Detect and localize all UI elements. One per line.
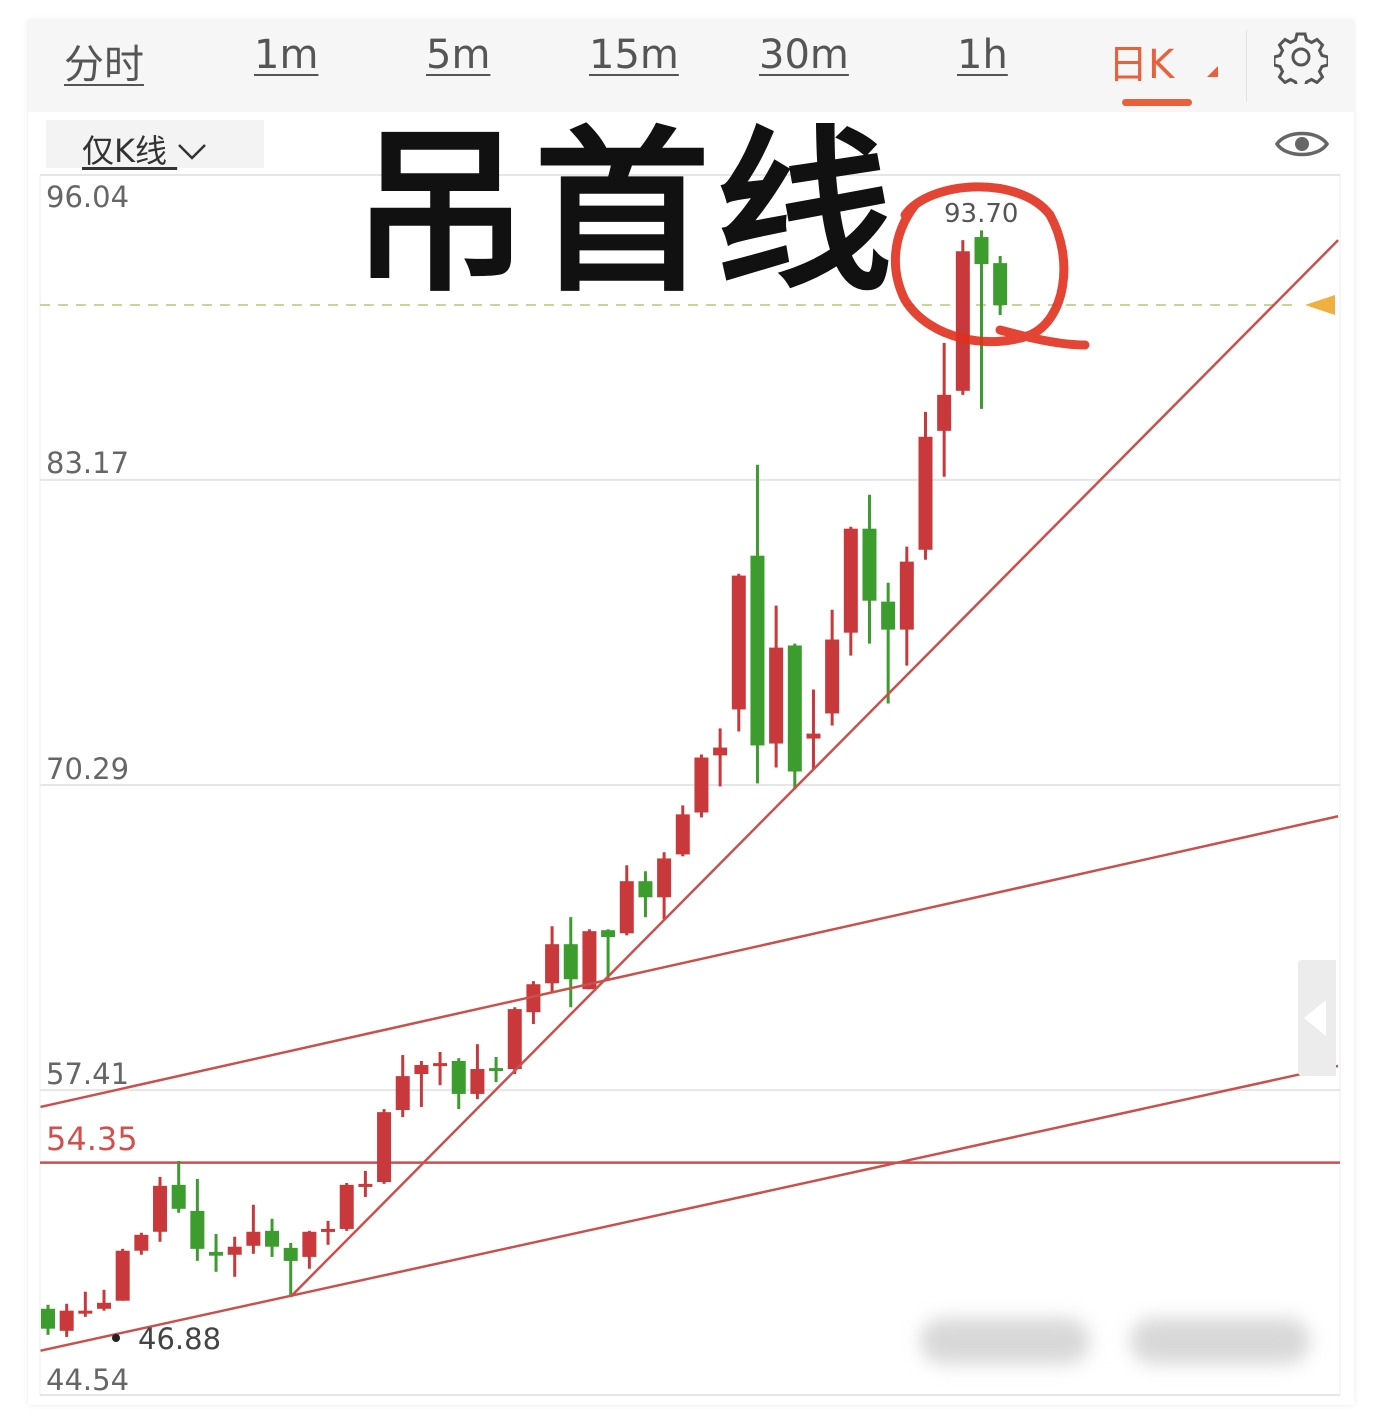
candle-body — [675, 814, 690, 855]
candle-body — [246, 1231, 261, 1246]
candle-body — [41, 1308, 55, 1329]
tab-15m[interactable]: 15m — [589, 32, 679, 78]
candle-body — [731, 575, 746, 710]
y-tick-label: 57.41 — [46, 1057, 130, 1091]
eye-icon[interactable] — [1274, 124, 1330, 164]
candle-body — [974, 237, 989, 265]
candle-body — [302, 1231, 317, 1257]
tab-30m[interactable]: 30m — [759, 32, 849, 78]
blurred-region — [1130, 1318, 1310, 1364]
candle-body — [750, 555, 765, 746]
candle-body — [918, 436, 933, 550]
candle-body — [881, 601, 896, 630]
candle-body — [507, 1009, 522, 1070]
dropdown-triangle-icon[interactable] — [1207, 66, 1218, 77]
chart-mode-dropdown[interactable]: 仅K线 — [46, 120, 264, 170]
candle-body — [190, 1210, 205, 1249]
chevron-down-icon — [178, 144, 207, 160]
candle-body — [414, 1065, 429, 1075]
candle-body — [769, 647, 784, 744]
tab-1h[interactable]: 1h — [957, 32, 1008, 78]
candle-body — [787, 645, 802, 772]
candle-body — [825, 639, 840, 714]
y-tick-label: 83.17 — [46, 446, 130, 480]
tab-daily-k[interactable]: 日K — [1108, 42, 1175, 88]
candle-body — [265, 1230, 280, 1247]
candle-body — [843, 528, 858, 633]
candle-body — [209, 1251, 224, 1256]
candle-body — [358, 1183, 373, 1187]
candle-body — [899, 561, 914, 630]
lowest-price-label: 46.88 — [138, 1322, 222, 1356]
trendline — [289, 239, 1339, 1298]
candle-body — [395, 1076, 410, 1111]
candle-body — [806, 733, 821, 739]
candle-body — [955, 251, 970, 391]
candle-body — [97, 1302, 112, 1309]
tab-5m[interactable]: 5m — [426, 32, 491, 78]
candle-body — [115, 1250, 130, 1301]
candle-body — [993, 263, 1008, 306]
candle-body — [638, 881, 653, 898]
lowest-price-marker — [112, 1334, 120, 1342]
y-tick-label: 96.04 — [46, 180, 130, 214]
chart-panel — [28, 20, 1354, 1405]
candle-body — [59, 1310, 74, 1331]
candle-body — [937, 394, 952, 431]
candle-body — [713, 747, 728, 756]
candle-body — [153, 1185, 168, 1232]
horizontal-line-label: 54.35 — [46, 1120, 138, 1158]
tab-1m[interactable]: 1m — [254, 32, 319, 78]
divider — [1246, 30, 1247, 102]
candle-body — [227, 1246, 242, 1255]
chevron-left-icon — [1304, 1000, 1326, 1036]
trendline — [40, 1064, 1339, 1352]
candle-body — [78, 1310, 93, 1314]
candle-body — [134, 1234, 149, 1251]
candle-body — [470, 1069, 485, 1094]
blurred-region — [920, 1318, 1090, 1364]
candle-body — [283, 1247, 298, 1261]
candle-body — [563, 944, 578, 980]
candle-body — [582, 931, 597, 990]
candle-body — [694, 757, 709, 813]
candle-body — [489, 1068, 504, 1072]
candle-body — [619, 881, 634, 934]
y-tick-label: 70.29 — [46, 752, 130, 786]
gear-icon[interactable] — [1274, 30, 1328, 84]
candle-body — [526, 984, 541, 1013]
candle-body — [545, 944, 560, 984]
period-tab-bar — [28, 20, 1354, 112]
candle-body — [433, 1063, 448, 1067]
y-tick-label: 44.54 — [46, 1363, 130, 1397]
active-tab-indicator — [1122, 99, 1192, 106]
candle-body — [339, 1184, 354, 1229]
candle-body — [321, 1228, 336, 1232]
collapse-panel-handle[interactable] — [1298, 960, 1336, 1076]
candle-body — [862, 528, 877, 601]
candle-body — [601, 930, 616, 938]
candle-body — [171, 1184, 186, 1209]
candle-body — [451, 1060, 466, 1094]
highest-price-label: 93.70 — [944, 199, 1019, 229]
last-price-marker — [1305, 295, 1335, 315]
candle-body — [377, 1112, 392, 1183]
trendline — [40, 815, 1339, 1109]
tab-intraday[interactable]: 分时 — [64, 42, 144, 88]
chart-mode-label: 仅K线 — [82, 126, 207, 172]
annotation-title: 吊首线 — [352, 111, 899, 316]
candle-body — [657, 858, 672, 898]
